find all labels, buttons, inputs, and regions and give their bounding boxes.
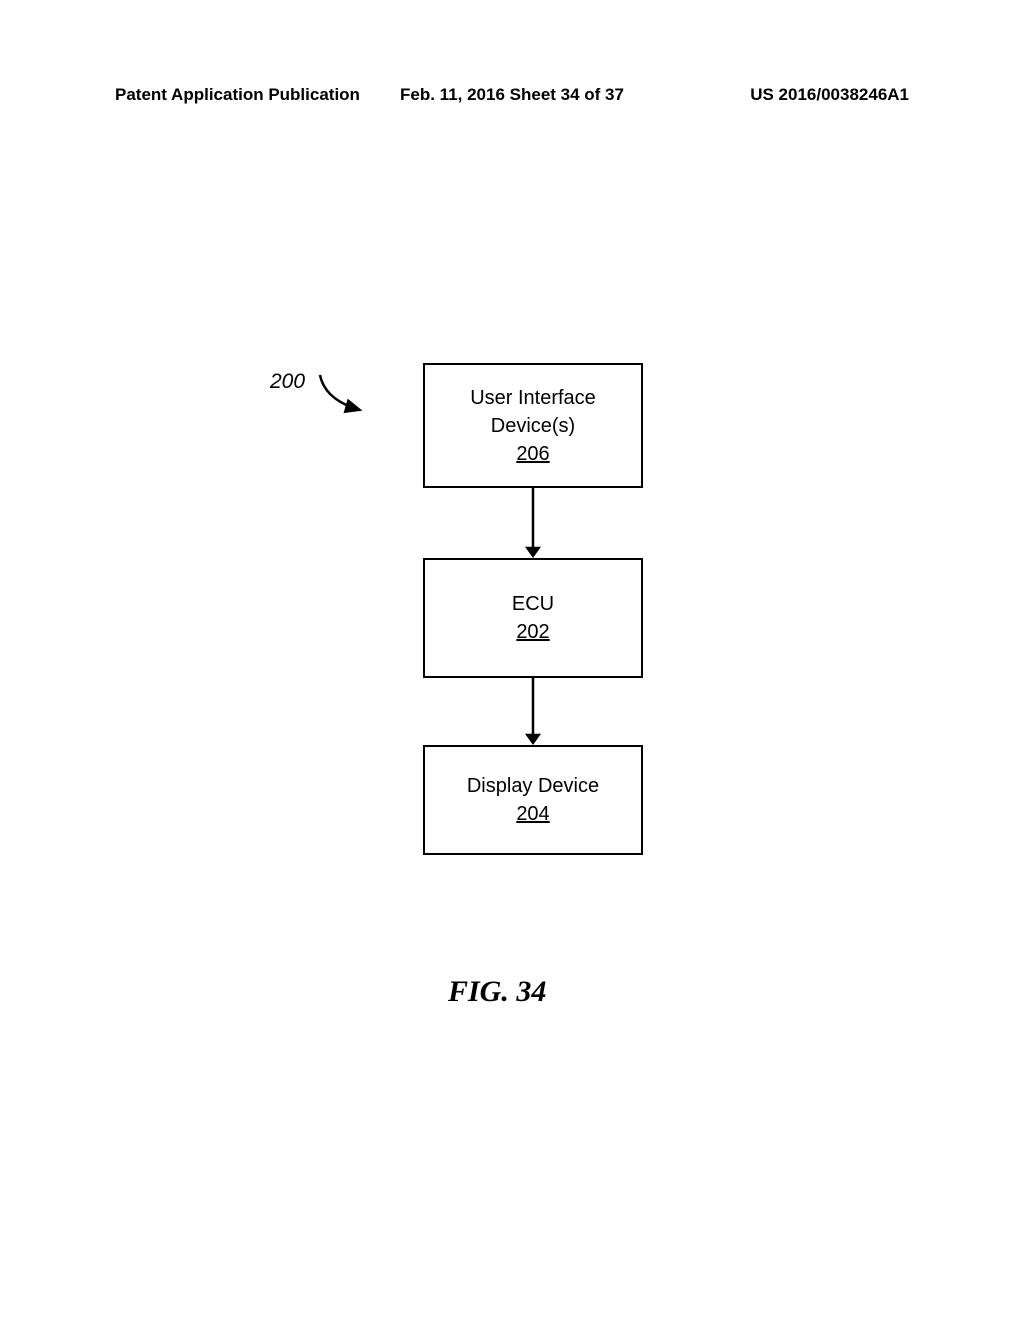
flowchart-node-user-interface: User InterfaceDevice(s)206 — [423, 363, 643, 488]
node-reference: 206 — [516, 440, 549, 468]
flowchart-diagram: 200 User InterfaceDevice(s)206 ECU202 Disp… — [0, 0, 1024, 1320]
diagram-reference-label: 200 — [270, 370, 305, 394]
figure-caption: FIG. 34 — [448, 975, 546, 1009]
flowchart-node-display-device: Display Device204 — [423, 745, 643, 855]
node-title: User InterfaceDevice(s) — [470, 384, 596, 440]
node-title: ECU — [512, 590, 554, 618]
node-reference: 202 — [516, 618, 549, 646]
node-reference: 204 — [516, 800, 549, 828]
flowchart-node-ecu: ECU202 — [423, 558, 643, 678]
node-title: Display Device — [467, 772, 599, 800]
